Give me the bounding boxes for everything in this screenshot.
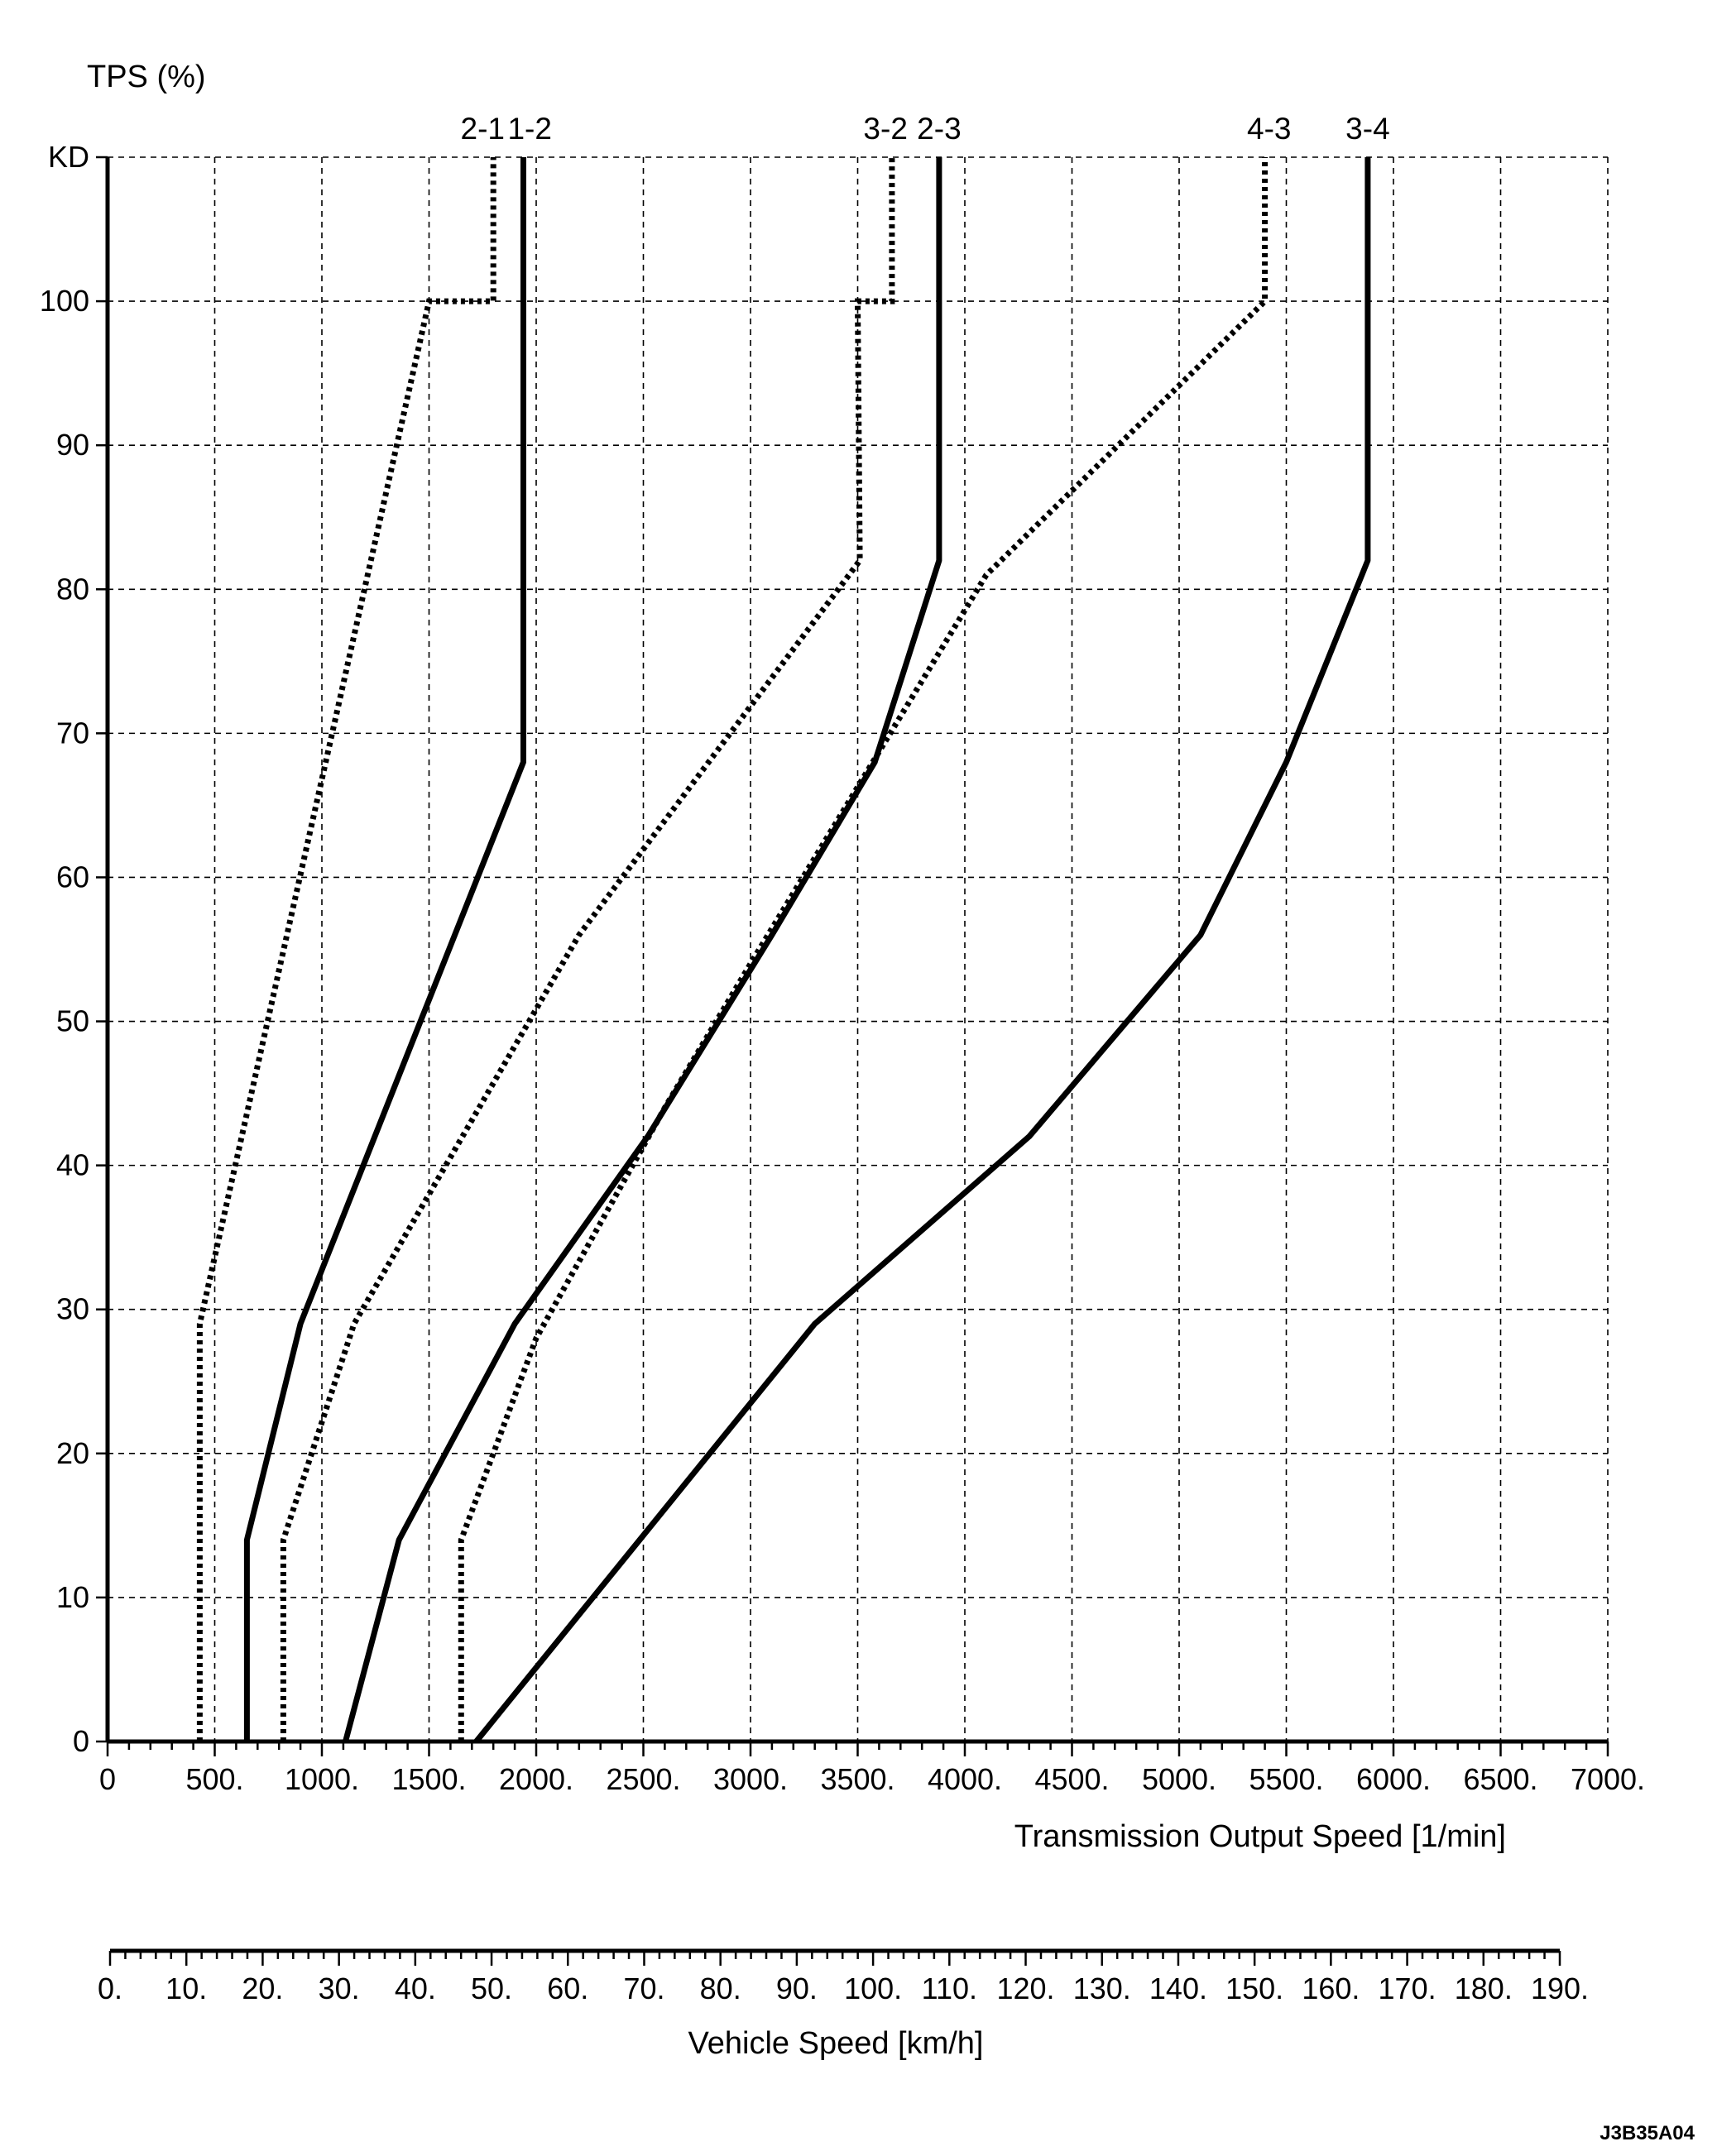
- secondary-x-tick-label: 180.: [1455, 1972, 1513, 2005]
- secondary-x-tick-label: 40.: [395, 1972, 436, 2005]
- series-line-2-1: [196, 157, 496, 1742]
- x-tick-label: 7000.: [1571, 1762, 1645, 1796]
- y-tick-label: 10: [56, 1580, 89, 1614]
- x-tick-label: 6500.: [1463, 1762, 1537, 1796]
- series-line-3-4: [473, 157, 1371, 1744]
- series-line-4-3: [458, 157, 1269, 1742]
- secondary-x-tick-label: 110.: [922, 1972, 977, 2005]
- y-tick-label: 30: [56, 1292, 89, 1326]
- secondary-x-tick-label: 50.: [471, 1972, 512, 2005]
- x-tick-label: 0: [99, 1762, 116, 1796]
- series-label-1-2: 1-2: [507, 112, 551, 146]
- secondary-x-tick-label: 100.: [844, 1972, 902, 2005]
- series-line-1-2: [243, 157, 526, 1742]
- secondary-x-tick-label: 120.: [996, 1972, 1054, 2005]
- y-tick-label: 70: [56, 716, 89, 750]
- series-label-3-2: 3-2: [863, 112, 907, 146]
- secondary-x-tick-label: 190.: [1531, 1972, 1589, 2005]
- secondary-x-tick-label: 60.: [547, 1972, 588, 2005]
- secondary-x-tick-label: 130.: [1073, 1972, 1131, 2005]
- y-tick-label: 40: [56, 1148, 89, 1182]
- y-axis-title: TPS (%): [87, 60, 206, 94]
- series-label-2-1: 2-1: [461, 112, 505, 146]
- secondary-x-axis-title: Vehicle Speed [km/h]: [688, 2026, 984, 2061]
- series-label-2-3: 2-3: [917, 112, 961, 146]
- y-tick-label: 50: [56, 1004, 89, 1038]
- secondary-x-tick-label: 160.: [1302, 1972, 1360, 2005]
- secondary-x-tick-label: 0.: [98, 1972, 122, 2005]
- series-line-2-3: [343, 157, 942, 1742]
- x-axis-title: Transmission Output Speed [1/min]: [1014, 1819, 1506, 1854]
- series-label-3-4: 3-4: [1345, 112, 1389, 146]
- x-tick-label: 500.: [185, 1762, 243, 1796]
- y-tick-label: 90: [56, 428, 89, 462]
- y-tick-label: 60: [56, 860, 89, 894]
- y-tick-label: 0: [73, 1724, 89, 1758]
- x-tick-label: 3000.: [713, 1762, 788, 1796]
- secondary-x-tick-label: 150.: [1225, 1972, 1283, 2005]
- y-tick-label: KD: [48, 140, 89, 174]
- x-tick-label: 5000.: [1142, 1762, 1216, 1796]
- x-tick-label: 6000.: [1356, 1762, 1431, 1796]
- series-line-3-2: [280, 157, 895, 1742]
- secondary-x-tick-label: 90.: [776, 1972, 818, 2005]
- series-label-4-3: 4-3: [1247, 112, 1291, 146]
- secondary-x-tick-label: 170.: [1379, 1972, 1436, 2005]
- secondary-x-tick-label: 10.: [165, 1972, 207, 2005]
- x-tick-label: 4500.: [1034, 1762, 1109, 1796]
- secondary-x-tick-label: 80.: [700, 1972, 741, 2005]
- x-tick-label: 2000.: [499, 1762, 573, 1796]
- x-tick-label: 3500.: [820, 1762, 894, 1796]
- x-tick-label: 5500.: [1249, 1762, 1323, 1796]
- secondary-x-tick-label: 20.: [242, 1972, 283, 2005]
- y-tick-label: 80: [56, 572, 89, 606]
- x-tick-label: 4000.: [928, 1762, 1002, 1796]
- secondary-x-tick-label: 140.: [1149, 1972, 1207, 2005]
- y-tick-label: 100: [40, 284, 89, 318]
- secondary-x-tick-label: 30.: [319, 1972, 360, 2005]
- x-tick-label: 2500.: [606, 1762, 680, 1796]
- secondary-x-tick-label: 70.: [623, 1972, 664, 2005]
- reference-code: J3B35A04: [1599, 2122, 1695, 2144]
- x-tick-label: 1000.: [285, 1762, 359, 1796]
- y-tick-label: 20: [56, 1436, 89, 1470]
- x-tick-label: 1500.: [391, 1762, 466, 1796]
